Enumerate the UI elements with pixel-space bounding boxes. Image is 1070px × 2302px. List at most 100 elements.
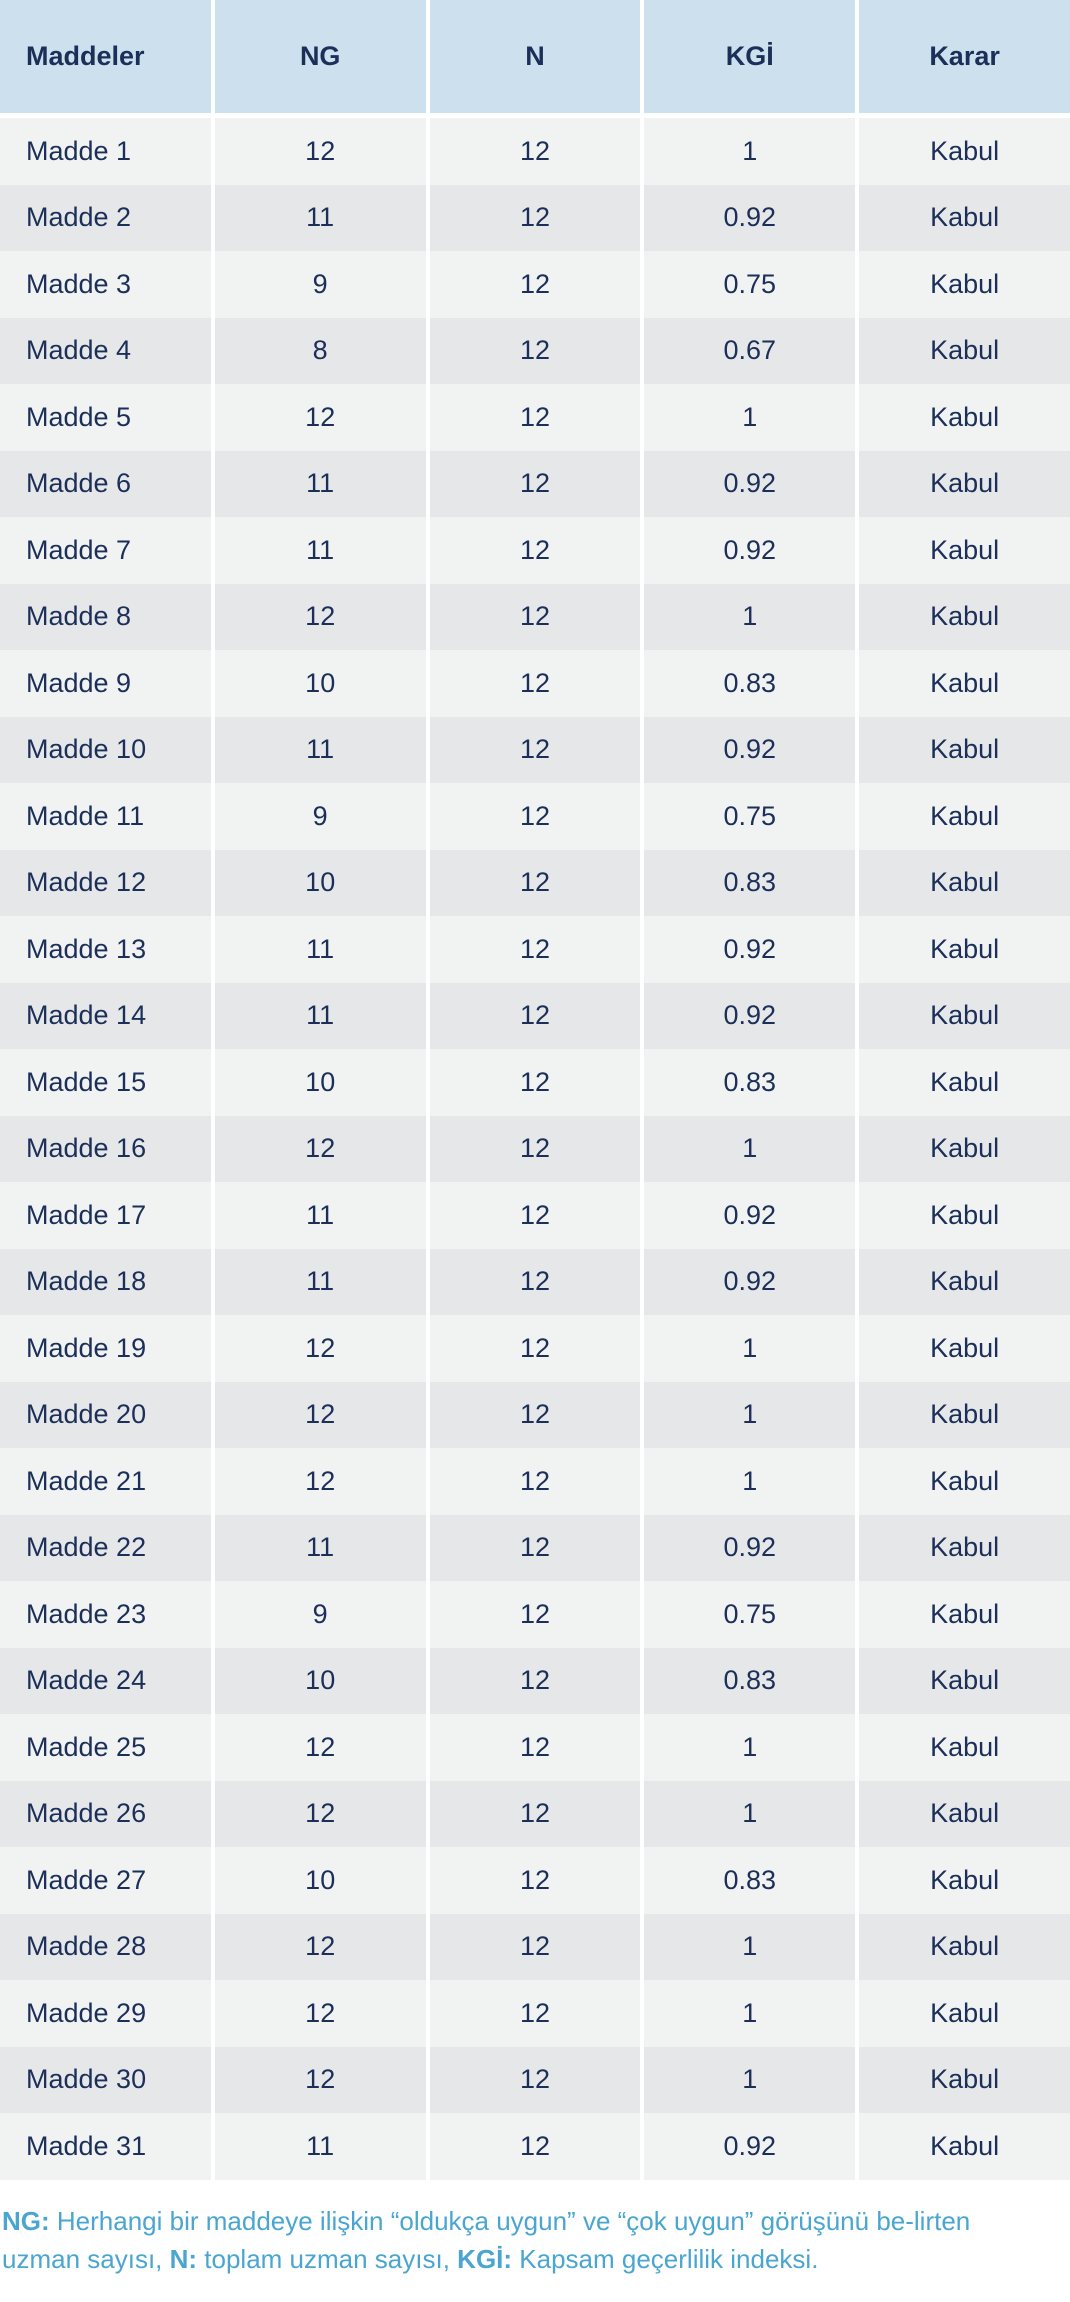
cell-madde: Madde 7 xyxy=(0,517,211,584)
note-kgi-text: Kapsam geçerlilik indeksi. xyxy=(512,2243,819,2274)
cell-kgi: 0.83 xyxy=(644,849,856,916)
cell-ng: 11 xyxy=(214,517,426,584)
cell-n: 12 xyxy=(429,251,641,318)
cell-karar: Kabul xyxy=(859,583,1070,650)
cell-karar: Kabul xyxy=(859,118,1070,185)
table-row: Madde 26 12 12 1 Kabul xyxy=(0,1780,1070,1847)
cell-n: 12 xyxy=(429,1182,641,1249)
cell-karar: Kabul xyxy=(859,450,1070,517)
cell-madde: Madde 4 xyxy=(0,317,211,384)
cell-ng: 12 xyxy=(214,1714,426,1781)
cell-karar: Kabul xyxy=(859,916,1070,983)
note-ng-label: NG: xyxy=(2,2205,50,2236)
cell-kgi: 1 xyxy=(644,1448,856,1515)
cell-ng: 11 xyxy=(214,1248,426,1315)
cell-n: 12 xyxy=(429,916,641,983)
cell-karar: Kabul xyxy=(859,1381,1070,1448)
cell-madde: Madde 15 xyxy=(0,1049,211,1116)
cell-n: 12 xyxy=(429,1847,641,1914)
cell-kgi: 0.92 xyxy=(644,450,856,517)
cell-ng: 11 xyxy=(214,1182,426,1249)
cell-karar: Kabul xyxy=(859,1248,1070,1315)
header-n: N xyxy=(429,0,641,118)
cell-karar: Kabul xyxy=(859,1714,1070,1781)
note-ng-text: Herhangi bir maddeye ilişkin “oldukça uy… xyxy=(2,2205,971,2274)
cell-madde: Madde 20 xyxy=(0,1381,211,1448)
cell-ng: 9 xyxy=(214,783,426,850)
cell-ng: 10 xyxy=(214,1847,426,1914)
cell-kgi: 0.92 xyxy=(644,517,856,584)
cell-ng: 11 xyxy=(214,184,426,251)
cell-madde: Madde 18 xyxy=(0,1248,211,1315)
cell-kgi: 0.75 xyxy=(644,783,856,850)
cell-kgi: 0.75 xyxy=(644,251,856,318)
cell-ng: 9 xyxy=(214,251,426,318)
cell-kgi: 0.92 xyxy=(644,1248,856,1315)
table-row: Madde 31 11 12 0.92 Kabul xyxy=(0,2113,1070,2180)
table-row: Madde 18 11 12 0.92 Kabul xyxy=(0,1248,1070,1315)
cell-n: 12 xyxy=(429,1381,641,1448)
table-row: Madde 2 11 12 0.92 Kabul xyxy=(0,184,1070,251)
cell-karar: Kabul xyxy=(859,1115,1070,1182)
table-row: Madde 28 12 12 1 Kabul xyxy=(0,1913,1070,1980)
cell-kgi: 0.92 xyxy=(644,716,856,783)
table-row: Madde 6 11 12 0.92 Kabul xyxy=(0,450,1070,517)
table-row: Madde 14 11 12 0.92 Kabul xyxy=(0,982,1070,1049)
cell-madde: Madde 10 xyxy=(0,716,211,783)
cell-ng: 11 xyxy=(214,716,426,783)
cell-karar: Kabul xyxy=(859,849,1070,916)
cell-madde: Madde 21 xyxy=(0,1448,211,1515)
cell-ng: 12 xyxy=(214,1980,426,2047)
cell-madde: Madde 2 xyxy=(0,184,211,251)
cell-madde: Madde 17 xyxy=(0,1182,211,1249)
cell-karar: Kabul xyxy=(859,2113,1070,2180)
cell-n: 12 xyxy=(429,583,641,650)
table-row: Madde 19 12 12 1 Kabul xyxy=(0,1315,1070,1382)
cell-ng: 11 xyxy=(214,916,426,983)
table-row: Madde 24 10 12 0.83 Kabul xyxy=(0,1647,1070,1714)
cell-karar: Kabul xyxy=(859,1847,1070,1914)
cell-ng: 11 xyxy=(214,1514,426,1581)
cell-n: 12 xyxy=(429,1714,641,1781)
cell-kgi: 0.83 xyxy=(644,1049,856,1116)
table-row: Madde 23 9 12 0.75 Kabul xyxy=(0,1581,1070,1648)
cell-kgi: 0.83 xyxy=(644,650,856,717)
cell-karar: Kabul xyxy=(859,384,1070,451)
table-row: Madde 20 12 12 1 Kabul xyxy=(0,1381,1070,1448)
cell-madde: Madde 22 xyxy=(0,1514,211,1581)
cell-karar: Kabul xyxy=(859,1315,1070,1382)
cell-madde: Madde 27 xyxy=(0,1847,211,1914)
cell-kgi: 0.92 xyxy=(644,982,856,1049)
cell-kgi: 1 xyxy=(644,1315,856,1382)
cell-kgi: 0.92 xyxy=(644,184,856,251)
cell-madde: Madde 1 xyxy=(0,118,211,185)
cell-kgi: 0.83 xyxy=(644,1647,856,1714)
table-row: Madde 11 9 12 0.75 Kabul xyxy=(0,783,1070,850)
cell-ng: 11 xyxy=(214,2113,426,2180)
table-row: Madde 13 11 12 0.92 Kabul xyxy=(0,916,1070,983)
table-row: Madde 8 12 12 1 Kabul xyxy=(0,583,1070,650)
table-row: Madde 16 12 12 1 Kabul xyxy=(0,1115,1070,1182)
header-kgi: KGİ xyxy=(644,0,856,118)
cell-karar: Kabul xyxy=(859,184,1070,251)
cell-kgi: 1 xyxy=(644,1115,856,1182)
cell-n: 12 xyxy=(429,384,641,451)
table-row: Madde 7 11 12 0.92 Kabul xyxy=(0,517,1070,584)
cell-karar: Kabul xyxy=(859,1980,1070,2047)
cell-ng: 9 xyxy=(214,1581,426,1648)
cell-ng: 12 xyxy=(214,1780,426,1847)
cell-ng: 11 xyxy=(214,982,426,1049)
cell-karar: Kabul xyxy=(859,1913,1070,1980)
cell-n: 12 xyxy=(429,1448,641,1515)
cell-madde: Madde 3 xyxy=(0,251,211,318)
cell-n: 12 xyxy=(429,1514,641,1581)
note-n-text: toplam uzman sayısı, xyxy=(197,2243,458,2274)
table-row: Madde 1 12 12 1 Kabul xyxy=(0,118,1070,185)
cell-n: 12 xyxy=(429,1315,641,1382)
cell-madde: Madde 8 xyxy=(0,583,211,650)
table-row: Madde 9 10 12 0.83 Kabul xyxy=(0,650,1070,717)
table-row: Madde 10 11 12 0.92 Kabul xyxy=(0,716,1070,783)
table-row: Madde 3 9 12 0.75 Kabul xyxy=(0,251,1070,318)
cell-karar: Kabul xyxy=(859,317,1070,384)
cell-karar: Kabul xyxy=(859,1780,1070,1847)
